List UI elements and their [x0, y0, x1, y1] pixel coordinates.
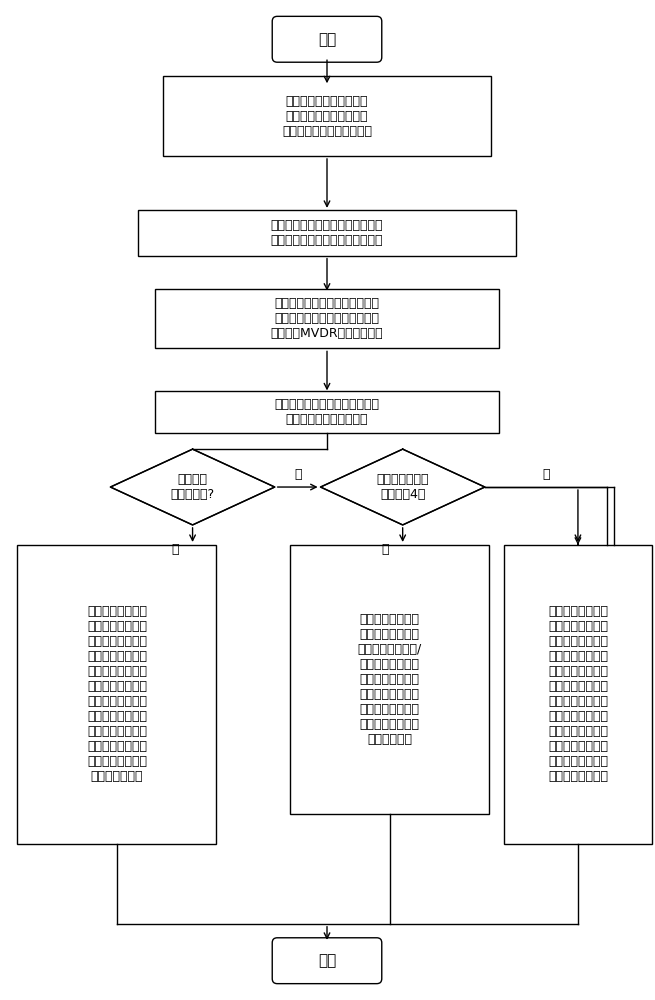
Text: 存储该波束形成器的输出数据和
对应的各传感器接收数据: 存储该波束形成器的输出数据和 对应的各传感器接收数据	[274, 398, 379, 426]
Text: 否: 否	[542, 468, 550, 481]
Text: 信号处理系统依据信号不
同来向入射信号个数，划
分传感器阵列为多个子阵列: 信号处理系统依据信号不 同来向入射信号个数，划 分传感器阵列为多个子阵列	[282, 95, 372, 138]
Bar	[162, 76, 491, 156]
Bar	[155, 289, 498, 348]
Polygon shape	[111, 449, 274, 525]
Text: 噪声功率
恒定且已知?: 噪声功率 恒定且已知?	[170, 473, 215, 501]
Bar	[17, 545, 216, 844]
FancyBboxPatch shape	[272, 938, 382, 984]
Text: 开始: 开始	[318, 32, 336, 47]
Text: 是: 是	[171, 543, 178, 556]
Text: 计算最小方差无畸
变响应波束形成器
输出数据与各个传
感器接收数据的互
相关矢量，该矢量
再减去子阵列的最
小方差无畸变响应
波束形成器权值与
噪声功率的乘积，: 计算最小方差无畸 变响应波束形成器 输出数据与各个传 感器接收数据的互 相关矢量…	[87, 605, 147, 783]
Text: 否: 否	[294, 468, 301, 481]
Bar	[155, 391, 498, 433]
Text: 将各个传感器数据
经过一定延时后与
最小方差无畸变响
应波束形成器输出
数据进行互相关计
算，结果用于构建
基于全阵列的最小
均方误差波束形成
器。而如果多径信: 将各个传感器数据 经过一定延时后与 最小方差无畸变响 应波束形成器输出 数据进行…	[548, 605, 608, 783]
Bar	[290, 545, 489, 814]
Text: 是: 是	[381, 543, 388, 556]
Text: 依据已知多径信号的部分来向，
构建基于子阵列的最小方差无畸
变响应（MVDR）波束形成器: 依据已知多径信号的部分来向， 构建基于子阵列的最小方差无畸 变响应（MVDR）波…	[271, 297, 383, 340]
Polygon shape	[320, 449, 485, 525]
Text: 结束: 结束	[318, 953, 336, 968]
Text: 计算最小方差无畸
变响应波束形成器
输出数据与子阵列/
之外的传感器接收
数据互相关矢量，
结果用于构建基于
子阵列之外传感器
阵列的最小均方误
差波束形成器: 计算最小方差无畸 变响应波束形成器 输出数据与子阵列/ 之外的传感器接收 数据互…	[358, 613, 422, 746]
Bar	[504, 545, 652, 844]
Text: 传感器数量超过
信号个数4倍: 传感器数量超过 信号个数4倍	[377, 473, 429, 501]
FancyBboxPatch shape	[272, 16, 382, 62]
Bar	[138, 210, 516, 256]
Text: 通过空间平滑处理，由各子阵列协
方差矩阵得到满秩的信号空域矩阵: 通过空间平滑处理，由各子阵列协 方差矩阵得到满秩的信号空域矩阵	[271, 219, 383, 247]
